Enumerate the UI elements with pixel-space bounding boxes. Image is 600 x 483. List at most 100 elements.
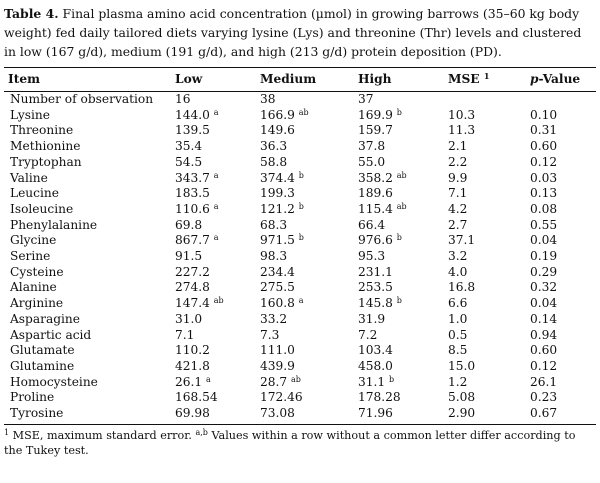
table-row: Lysine 144.0 a 166.9 ab 169.9 b 10.3 0.10 — [4, 108, 596, 124]
cell-low-value: 343.7 — [175, 170, 210, 185]
table-row: Glutamate 110.2 111.0 103.4 8.5 0.60 — [4, 343, 596, 359]
cell-mse: 2.2 — [444, 155, 526, 171]
cell-item: Cysteine — [4, 265, 171, 281]
caption-text: Final plasma amino acid concentration (µ… — [4, 6, 582, 59]
cell-p-value-value: 0.13 — [530, 186, 558, 201]
cell-medium: 160.8 a — [256, 296, 354, 312]
cell-p-value-value: 0.03 — [530, 170, 558, 185]
cell-mse-value: 2.90 — [448, 406, 476, 421]
cell-item-value: Threonine — [10, 123, 74, 138]
cell-medium: 7.3 — [256, 328, 354, 344]
cell-item-value: Glutamate — [10, 343, 75, 358]
cell-low-value: 69.98 — [175, 406, 210, 421]
cell-low: 54.5 — [171, 155, 256, 171]
cell-item-value: Alanine — [10, 280, 57, 295]
cell-mse-value: 15.0 — [448, 358, 476, 373]
cell-p-value: 0.03 — [526, 171, 596, 187]
cell-medium: 98.3 — [256, 249, 354, 265]
cell-low-value: 69.8 — [175, 217, 203, 232]
cell-high: 189.6 — [354, 186, 444, 202]
cell-p-value: 0.19 — [526, 249, 596, 265]
cell-p-value-value: 0.32 — [530, 280, 558, 295]
cell-item: Isoleucine — [4, 202, 171, 218]
cell-item-value: Glycine — [10, 233, 57, 248]
cell-p-value-value: 0.67 — [530, 406, 558, 421]
cell-medium: 374.4 b — [256, 171, 354, 187]
table-row: Phenylalanine 69.8 68.3 66.4 2.7 0.55 — [4, 218, 596, 234]
cell-high: 95.3 — [354, 249, 444, 265]
cell-item: Proline — [4, 390, 171, 406]
footnote-sup1: 1 — [4, 427, 10, 437]
cell-medium-letter: ab — [291, 374, 301, 384]
cell-item-value: Number of observation — [10, 92, 154, 106]
cell-high-value: 159.7 — [358, 123, 393, 138]
cell-high-value: 145.8 — [358, 296, 393, 311]
header-low: Low — [171, 67, 256, 92]
cell-low-letter: a — [213, 107, 219, 117]
cell-item: Threonine — [4, 123, 171, 139]
cell-medium: 111.0 — [256, 343, 354, 359]
cell-mse: 4.2 — [444, 202, 526, 218]
cell-high: 169.9 b — [354, 108, 444, 124]
cell-low: 35.4 — [171, 139, 256, 155]
cell-p-value-value: 0.31 — [530, 123, 558, 138]
cell-high-value: 253.5 — [358, 280, 393, 295]
cell-high-value: 976.6 — [358, 233, 393, 248]
cell-low-value: 54.5 — [175, 154, 203, 169]
cell-high-value: 189.6 — [358, 186, 393, 201]
cell-high-value: 31.9 — [358, 311, 386, 326]
cell-item-value: Tryptophan — [10, 154, 82, 169]
cell-mse-value: 2.1 — [448, 139, 468, 154]
cell-high-value: 31.1 — [358, 374, 386, 389]
table-row: Arginine 147.4 ab 160.8 a 145.8 b 6.6 0.04 — [4, 296, 596, 312]
cell-item-value: Tyrosine — [10, 406, 64, 421]
cell-mse-value: 9.9 — [448, 170, 468, 185]
cell-high-value: 95.3 — [358, 249, 386, 264]
cell-high-letter: b — [396, 107, 402, 117]
cell-low-value: 183.5 — [175, 186, 210, 201]
cell-mse-value: 10.3 — [448, 107, 476, 122]
cell-medium-value: 38 — [260, 92, 276, 106]
cell-p-value: 0.12 — [526, 155, 596, 171]
cell-medium-value: 374.4 — [260, 170, 295, 185]
cell-p-value-value: 0.55 — [530, 217, 558, 232]
cell-low: 147.4 ab — [171, 296, 256, 312]
cell-medium: 28.7 ab — [256, 375, 354, 391]
cell-mse: 9.9 — [444, 171, 526, 187]
cell-high-letter: ab — [396, 170, 407, 180]
cell-p-value-value: 0.12 — [530, 358, 558, 373]
cell-p-value-value: 26.1 — [530, 374, 558, 389]
cell-medium-letter: b — [298, 201, 304, 211]
cell-high-letter: ab — [396, 201, 407, 211]
cell-mse-value: 5.08 — [448, 390, 476, 405]
cell-item-value: Asparagine — [10, 311, 80, 326]
table-row: Number of observation 16 38 37 — [4, 92, 596, 108]
cell-medium-value: 68.3 — [260, 217, 288, 232]
cell-high: 253.5 — [354, 280, 444, 296]
cell-high-value: 71.96 — [358, 406, 393, 421]
cell-low: 343.7 a — [171, 171, 256, 187]
cell-item-value: Homocysteine — [10, 374, 98, 389]
cell-low-letter: ab — [213, 296, 224, 306]
cell-p-value: 0.12 — [526, 359, 596, 375]
cell-medium-value: 7.3 — [260, 327, 280, 342]
cell-item: Methionine — [4, 139, 171, 155]
table-row: Methionine 35.4 36.3 37.8 2.1 0.60 — [4, 139, 596, 155]
cell-high: 37 — [354, 92, 444, 108]
cell-low: 867.7 a — [171, 233, 256, 249]
header-item: Item — [4, 67, 171, 92]
cell-mse: 37.1 — [444, 233, 526, 249]
cell-item-value: Proline — [10, 390, 55, 405]
cell-p-value-value: 0.04 — [530, 296, 558, 311]
cell-low: 16 — [171, 92, 256, 108]
cell-p-value-value: 0.60 — [530, 343, 558, 358]
cell-item-value: Isoleucine — [10, 201, 74, 216]
cell-item-value: Valine — [10, 170, 48, 185]
cell-low: 31.0 — [171, 312, 256, 328]
cell-medium-letter: b — [298, 170, 304, 180]
header-row: Item Low Medium High MSE 1 p-Value — [4, 67, 596, 92]
cell-medium: 68.3 — [256, 218, 354, 234]
table-row: Tyrosine 69.98 73.08 71.96 2.90 0.67 — [4, 406, 596, 425]
cell-medium-value: 199.3 — [260, 186, 295, 201]
